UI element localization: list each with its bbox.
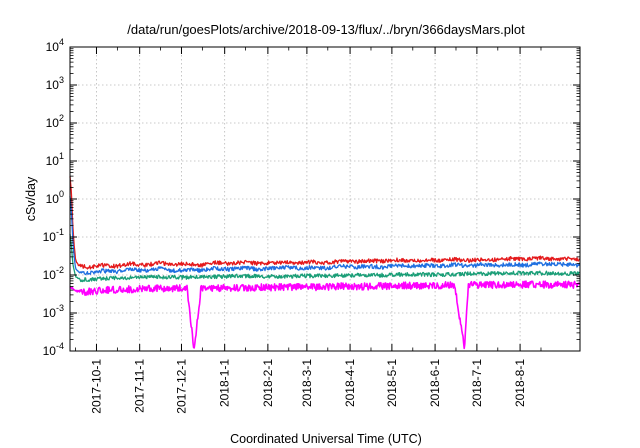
- x-tick-label: 2018-6-1: [428, 359, 442, 407]
- series-layer: [69, 176, 581, 350]
- y-tick-label: 10-3: [43, 303, 64, 320]
- y-tick-label: 102: [46, 113, 64, 130]
- y-tick-label: 103: [46, 75, 64, 92]
- y-tick-label: 10-2: [43, 265, 64, 282]
- y-tick-label: 104: [46, 37, 64, 54]
- y-tick-label: 10-4: [43, 341, 64, 358]
- y-tick-label: 101: [46, 151, 64, 168]
- series-line: [69, 196, 581, 276]
- x-tick-label: 2018-2-1: [261, 359, 275, 407]
- series-line: [69, 234, 580, 283]
- x-tick-label: 2018-7-1: [470, 359, 484, 407]
- x-axis: 2017-10-1 2017-11-1 2017-12-1 2018-1-1 2018-…: [75, 47, 542, 414]
- series-line: [69, 176, 581, 270]
- x-tick-label: 2018-4-1: [343, 359, 357, 407]
- y-tick-label: 100: [46, 189, 64, 206]
- x-tick-label: 2018-5-1: [385, 359, 399, 407]
- y-tick-label: 10-1: [43, 227, 64, 244]
- chart-title: /data/run/goesPlots/archive/2018-09-13/f…: [127, 22, 525, 37]
- grid-lines: [70, 47, 580, 351]
- x-tick-label: 2018-8-1: [513, 359, 527, 407]
- y-axis-title: cSv/day: [24, 176, 38, 221]
- series-line: [69, 280, 581, 350]
- x-tick-label: 2017-10-1: [89, 359, 103, 414]
- x-tick-label: 2018-3-1: [300, 359, 314, 407]
- y-axis: 10-4 10-3 10-2 10-1 100 101 102 103 104: [43, 37, 580, 358]
- x-axis-title: Coordinated Universal Time (UTC): [230, 432, 422, 446]
- x-tick-label: 2018-1-1: [218, 359, 232, 407]
- x-tick-label: 2017-11-1: [133, 359, 147, 413]
- x-tick-label: 2017-12-1: [174, 359, 188, 414]
